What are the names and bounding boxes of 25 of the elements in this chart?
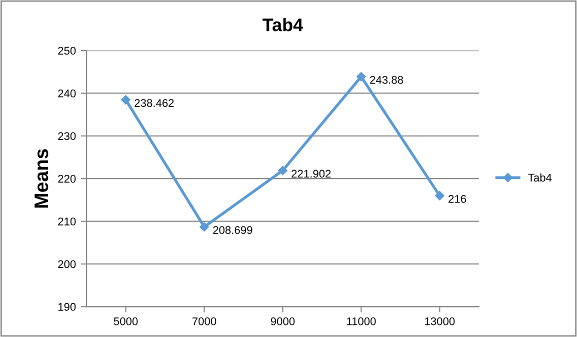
- data-label: 238.462: [134, 99, 174, 107]
- y-tick-label: 190: [58, 302, 76, 311]
- y-axis-title: Means: [34, 149, 48, 208]
- point: [121, 95, 130, 104]
- point: [200, 222, 209, 232]
- point: [435, 191, 444, 200]
- x-tick-label: 7000: [192, 317, 216, 326]
- y-tick-label: 230: [58, 132, 76, 140]
- x-tick-label: 11000: [347, 317, 376, 326]
- data-label: 216: [448, 194, 466, 203]
- data-label: 221.902: [292, 170, 331, 178]
- chart-title: Tab4: [262, 18, 304, 32]
- x-tick-label: 9000: [270, 317, 295, 326]
- point: [278, 166, 288, 176]
- data-label: 243.88: [370, 76, 404, 84]
- x-tick-label: 13000: [425, 317, 455, 326]
- point: [356, 72, 366, 82]
- y-tick-label: 200: [58, 260, 76, 268]
- y-tick-label: 240: [58, 90, 76, 98]
- data-label: 208.699: [213, 226, 252, 234]
- x-tick-label: 5000: [114, 317, 138, 326]
- y-tick-label: 250: [58, 46, 76, 55]
- y-tick-label: 210: [58, 218, 76, 226]
- y-tick-label: 220: [58, 174, 76, 183]
- legend-label: Tab4: [528, 173, 552, 182]
